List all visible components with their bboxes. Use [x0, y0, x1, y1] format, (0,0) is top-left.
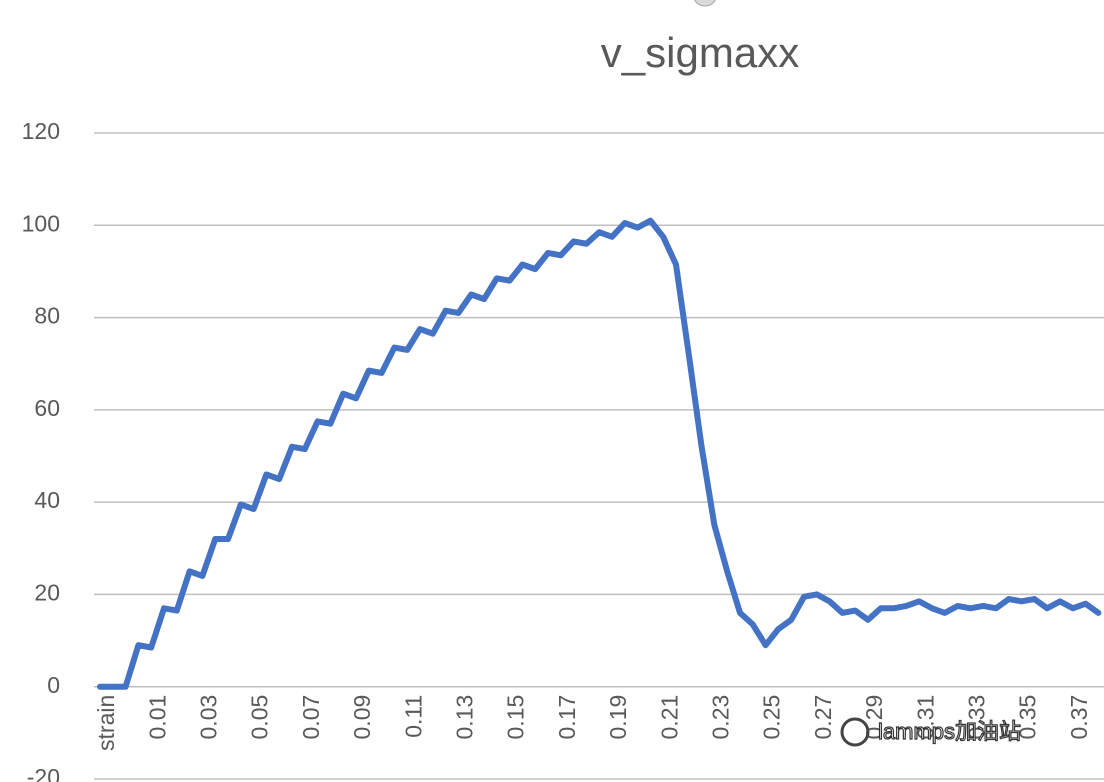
x-tick-label: 0.15 [503, 695, 529, 740]
x-tick-label: 0.07 [298, 695, 324, 740]
x-tick-label: 0.27 [810, 695, 836, 740]
x-tick-label: 0.23 [707, 695, 733, 740]
x-tick-label: 0.11 [400, 695, 426, 738]
watermark-text: lammps加油站 [878, 719, 1021, 744]
chart-title: v_sigmaxx [601, 29, 799, 76]
y-tick-label: 0 [47, 672, 60, 698]
x-tick-label: 0.21 [656, 695, 682, 740]
x-tick-label: 0.31 [912, 695, 938, 740]
y-tick-label: 60 [34, 395, 60, 421]
x-tick-label: strain [93, 695, 119, 751]
x-tick-label: 0.01 [144, 695, 170, 740]
x-tick-label: 0.17 [554, 695, 580, 740]
x-tick-label: 0.13 [451, 695, 477, 740]
data-line [97, 217, 1102, 690]
watermark-icon [840, 717, 870, 747]
y-tick-label: 100 [22, 210, 60, 236]
y-tick-label: 120 [22, 118, 60, 144]
x-tick-label: 0.35 [1015, 695, 1041, 740]
y-tick-label: 40 [34, 487, 60, 513]
watermark: lammps加油站 [840, 717, 1022, 747]
x-tick-label: 0.25 [759, 695, 785, 740]
y-tick-label: -20 [27, 764, 60, 782]
y-tick-label: 80 [34, 303, 60, 329]
x-tick-label: 0.33 [963, 695, 989, 740]
x-tick-label: 0.09 [349, 695, 375, 740]
x-tick-label: 0.03 [195, 695, 221, 740]
x-tick-label: 0.05 [247, 695, 273, 740]
y-tick-label: 20 [34, 580, 60, 606]
x-tick-label: 0.37 [1066, 695, 1092, 740]
x-tick-label: 0.29 [861, 695, 887, 740]
decoration-handle [694, 0, 716, 7]
x-tick-label: 0.19 [605, 695, 631, 740]
